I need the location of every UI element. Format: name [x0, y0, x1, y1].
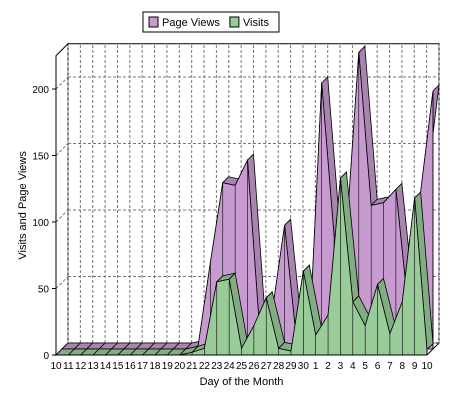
x-tick-label: 24 [224, 361, 236, 372]
plot-side-wall [55, 42, 69, 357]
legend: Page Views Visits [142, 11, 280, 33]
y-tick-label: 0 [43, 351, 49, 362]
x-tick-label: 30 [298, 361, 310, 372]
x-tick-label: 18 [149, 361, 161, 372]
x-tick-label: 21 [186, 361, 198, 372]
x-tick-label: 13 [88, 361, 100, 372]
x-axis-title: Day of the Month [200, 376, 284, 388]
legend-swatch-1 [229, 16, 240, 28]
x-tick-label: 10 [50, 361, 62, 372]
legend-box [142, 11, 280, 33]
y-tick-label: 50 [38, 285, 50, 296]
y-tick-label: 200 [32, 85, 49, 96]
x-tick-label: 4 [350, 361, 356, 372]
y-axis-title: Visits and Page Views [17, 151, 29, 260]
x-tick-label: 25 [236, 361, 248, 372]
y-tick-labels: 0 50 100 150 200 [32, 85, 56, 362]
legend-label-0: Page Views [162, 17, 220, 29]
x-tick-label: 12 [75, 361, 87, 372]
x-tick-label: 19 [162, 361, 174, 372]
axes [55, 55, 427, 356]
grid-side-100 [55, 209, 69, 223]
y-tick-label: 150 [32, 152, 49, 163]
x-tick-label: 2 [325, 361, 331, 372]
x-tick-label: 17 [137, 361, 149, 372]
x-tick-label: 5 [362, 361, 368, 372]
x-tick-label: 8 [399, 361, 405, 372]
series-areas [55, 45, 440, 356]
x-tick-label: 1 [313, 361, 319, 372]
legend-label-1: Visits [243, 17, 270, 29]
x-tick-label: 28 [273, 361, 285, 372]
x-tick-label: 16 [125, 361, 137, 372]
x-tick-label: 26 [248, 361, 260, 372]
x-tick-label: 3 [338, 361, 344, 372]
x-tick-label: 23 [211, 361, 223, 372]
series-visits [55, 171, 434, 356]
legend-swatch-0 [148, 16, 159, 28]
x-tick-label: 6 [375, 361, 381, 372]
y-tick-label: 100 [32, 218, 49, 229]
x-tick-label: 29 [285, 361, 297, 372]
x-tick-label: 15 [112, 361, 124, 372]
x-tick-label: 11 [63, 361, 74, 372]
x-tick-label: 14 [100, 361, 112, 372]
grid-side-200 [55, 76, 69, 90]
grid-side-50 [55, 276, 69, 289]
x-tick-label: 22 [199, 361, 211, 372]
x-tick-label: 7 [387, 361, 393, 372]
x-tick-label: 27 [261, 361, 273, 372]
x-tick-labels: 10 11 12 13 14 15 16 17 18 19 20 21 22 23 24 25 26 27 28 29… [50, 361, 433, 372]
grid-side-150 [55, 143, 69, 156]
x-tick-label: 20 [174, 361, 186, 372]
x-tick-label: 10 [421, 361, 433, 372]
x-tick-label: 9 [412, 361, 418, 372]
